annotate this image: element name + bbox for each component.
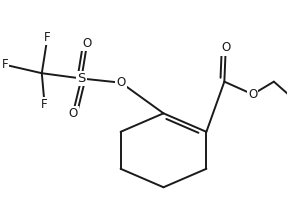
Text: O: O [68, 107, 77, 120]
Text: O: O [221, 41, 230, 54]
Text: O: O [248, 88, 257, 101]
Text: O: O [82, 37, 92, 50]
Text: F: F [44, 31, 51, 44]
Text: S: S [77, 72, 86, 85]
Text: F: F [2, 58, 8, 71]
Text: F: F [41, 98, 48, 111]
Text: O: O [116, 76, 126, 89]
